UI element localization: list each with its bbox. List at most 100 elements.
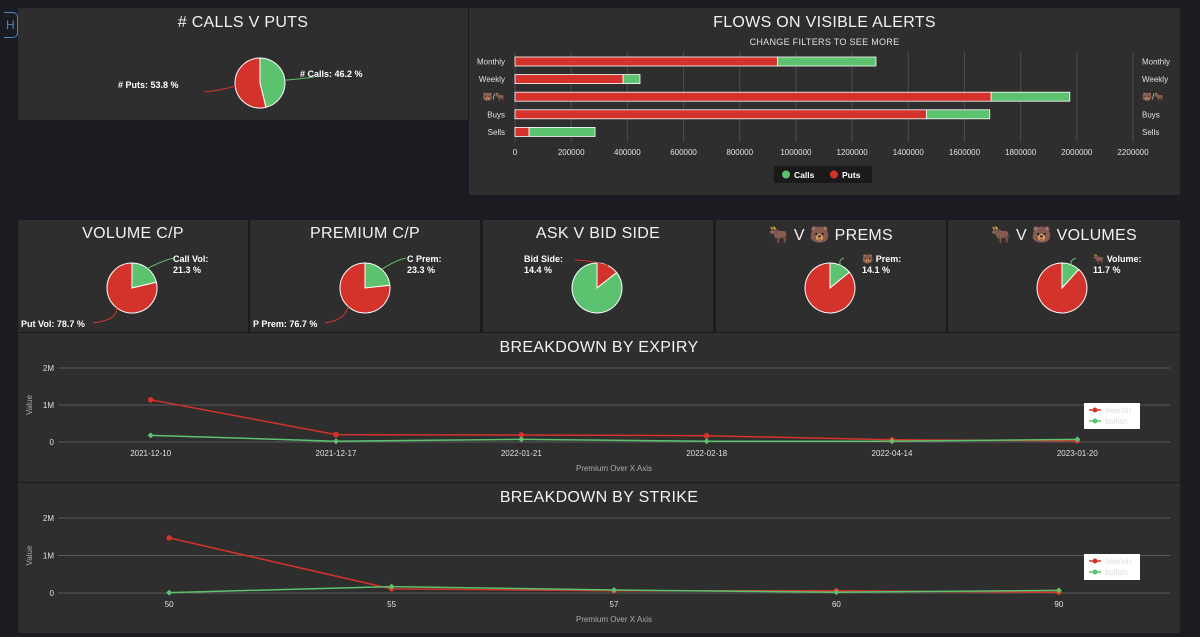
bar-segment [990, 91, 1071, 102]
x-axis-label: Premium Over X Axis [576, 464, 652, 473]
volume-cp-title: VOLUME C/P [82, 225, 184, 242]
series-point [147, 432, 154, 439]
pie-leader-line [203, 85, 236, 93]
bar-segment [622, 74, 641, 84]
y-category-label: Monthly [477, 58, 505, 67]
y-category-label-right: 🐻/🐂 [1142, 92, 1164, 102]
strike-title: BREAKDOWN BY STRIKE [499, 489, 699, 506]
volumes-pie-chart: 🐂 Volume:11.7 % [1036, 254, 1142, 314]
x-tick-label: 2021-12-17 [316, 449, 357, 458]
series-point [833, 589, 840, 596]
legend-label: bearish [1105, 406, 1131, 415]
calls-puts-title: # CALLS V PUTS [177, 14, 309, 31]
x-axis-label: Premium Over X Axis [576, 615, 652, 624]
series-point [333, 431, 339, 438]
legend-marker [1092, 407, 1098, 413]
pie-data-label: # Calls: 46.2 % [300, 69, 363, 79]
y-tick-label: 0 [50, 589, 55, 598]
pie-data-label: 11.7 % [1093, 265, 1121, 275]
pie-data-label: 14.1 % [862, 265, 890, 275]
series-point [703, 438, 710, 445]
flows-subtitle: CHANGE FILTERS TO SEE MORE [749, 37, 900, 47]
series-point [703, 432, 710, 439]
bar-segment [514, 127, 530, 137]
flows-title: FLOWS ON VISIBLE ALERTS [713, 14, 936, 31]
sidebar-toggle-button[interactable]: H [4, 12, 18, 38]
series-point [388, 583, 395, 590]
prems-pie-chart: 🐻 Prem:14.1 % [804, 253, 901, 314]
x-tick-label: 57 [610, 600, 619, 609]
pie-leader-line [147, 257, 175, 269]
y-tick-label: 0 [50, 438, 55, 447]
expiry-panel: BREAKDOWN BY EXPIRY 0 1M 2M Value 2021-12-10… [18, 333, 1180, 482]
y-axis-label: Value [25, 395, 34, 415]
pie-data-label: 14.4 % [524, 265, 552, 275]
x-tick-label: 90 [1054, 600, 1063, 609]
pie-slice [259, 57, 286, 108]
y-category-label: Weekly [479, 75, 505, 84]
pie-data-label: Call Vol: [173, 254, 208, 264]
legend-marker [830, 170, 838, 179]
pie-slice [1036, 262, 1088, 314]
flows-panel: FLOWS ON VISIBLE ALERTS CHANGE FILTERS T… [469, 8, 1180, 195]
bar-segment [514, 91, 992, 102]
bar-segment [528, 127, 596, 137]
expiry-line-chart: 0 1M 2M Value 2021-12-10 2021-12-17 2022-01-21… [25, 364, 1170, 473]
x-tick-label: 1800000 [1005, 148, 1037, 157]
pie-data-label: Put Vol: 78.7 % [21, 319, 85, 329]
pie-leader-line [92, 307, 117, 324]
legend-box [1084, 403, 1140, 429]
pie-slice [106, 262, 158, 314]
volumes-panel: 🐂 V 🐻 VOLUMES 🐂 Volume: 11.7 % [948, 220, 1180, 332]
legend-label: bullish [1105, 417, 1128, 426]
x-tick-label: 800000 [726, 148, 753, 157]
y-category-label-right: Sells [1142, 128, 1159, 137]
volumes-title: 🐂 V 🐻 VOLUMES [991, 227, 1137, 244]
premium-cp-panel: PREMIUM C/P C Prem: 23.3 % P Prem: 76.7 % [250, 220, 480, 332]
premium-cp-title: PREMIUM C/P [310, 225, 420, 242]
legend-marker [1092, 418, 1098, 424]
series-point [333, 438, 339, 445]
series-line [150, 434, 1078, 443]
series-point [166, 535, 172, 541]
x-tick-label: 50 [165, 600, 174, 609]
x-tick-label: 1400000 [893, 148, 925, 157]
x-tick-label: 400000 [614, 148, 641, 157]
y-tick-label: 2M [43, 514, 54, 523]
legend-label: Puts [842, 170, 861, 180]
legend-marker [1092, 558, 1098, 564]
ask-bid-title: ASK V BID SIDE [535, 225, 661, 242]
x-tick-label: 2000000 [1061, 148, 1093, 157]
bar-segment [926, 109, 991, 120]
pie-slice [131, 262, 157, 289]
y-category-label: Buys [487, 110, 505, 119]
x-tick-label: 1200000 [837, 148, 869, 157]
pie-data-label: 🐻 Prem: [862, 253, 901, 264]
ask-bid-pie-chart: Bid Side:14.4 % [524, 254, 623, 314]
expiry-title: BREAKDOWN BY EXPIRY [499, 339, 699, 356]
y-axis-label: Value [25, 545, 34, 565]
pie-data-label: 21.3 % [173, 265, 201, 275]
x-tick-label: 60 [832, 600, 841, 609]
x-tick-label: 600000 [670, 148, 697, 157]
series-point [889, 438, 895, 445]
x-tick-label: 200000 [558, 148, 585, 157]
pie-data-label: # Puts: 53.8 % [118, 80, 179, 90]
pie-slice [364, 262, 391, 289]
pie-data-label: C Prem: [407, 254, 442, 264]
x-tick-label: 2021-12-10 [130, 449, 171, 458]
x-tick-label: 0 [513, 148, 518, 157]
pie-leader-line [324, 306, 349, 324]
y-tick-label: 1M [43, 401, 54, 410]
y-category-label-right: Monthly [1142, 58, 1170, 67]
y-tick-label: 1M [43, 552, 54, 561]
pie-slice [571, 262, 623, 314]
x-tick-label: 2022-01-21 [501, 449, 542, 458]
x-tick-label: 1600000 [949, 148, 981, 157]
series-point [147, 397, 154, 403]
prems-title: 🐂 V 🐻 PREMS [768, 227, 894, 244]
legend-label: bearish [1105, 557, 1131, 566]
y-category-label-right: Weekly [1142, 75, 1168, 84]
pie-data-label: 🐂 Volume: [1093, 254, 1142, 264]
pie-slice [234, 57, 267, 109]
